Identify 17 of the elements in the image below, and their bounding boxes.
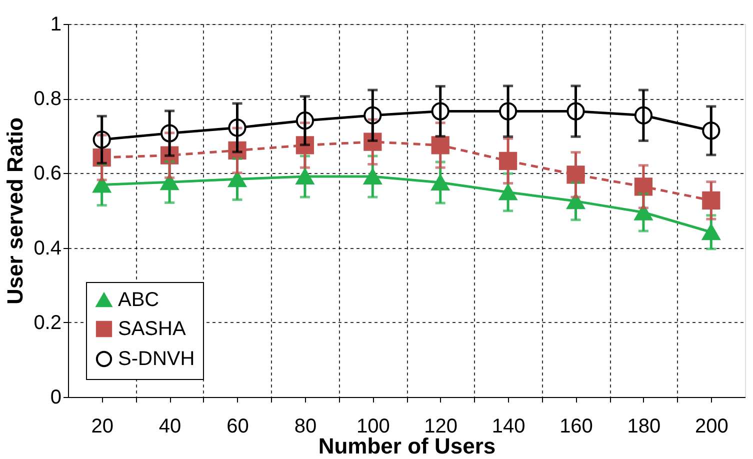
y-tick-label: 0.4 [34, 237, 62, 260]
y-axis-title: User served Ratio [2, 117, 28, 305]
x-tick-label: 60 [226, 416, 249, 438]
y-tick-label: 0 [50, 386, 62, 408]
y-tick-label: 0.2 [34, 312, 62, 334]
x-tick-label: 20 [91, 416, 114, 438]
y-tick-label: 0.6 [34, 162, 62, 185]
legend-label: S-DNVH [118, 348, 195, 370]
legend-label: SASHA [118, 318, 186, 340]
x-tick-label: 80 [294, 416, 317, 438]
y-tick-label: 0.8 [34, 88, 62, 110]
x-tick-label: 160 [560, 416, 593, 438]
y-tick-label: 1 [50, 14, 62, 36]
legend-label: ABC [118, 289, 160, 311]
x-tick-label: 40 [158, 416, 182, 438]
x-tick-label: 180 [627, 416, 661, 438]
x-tick-label: 200 [694, 416, 728, 438]
